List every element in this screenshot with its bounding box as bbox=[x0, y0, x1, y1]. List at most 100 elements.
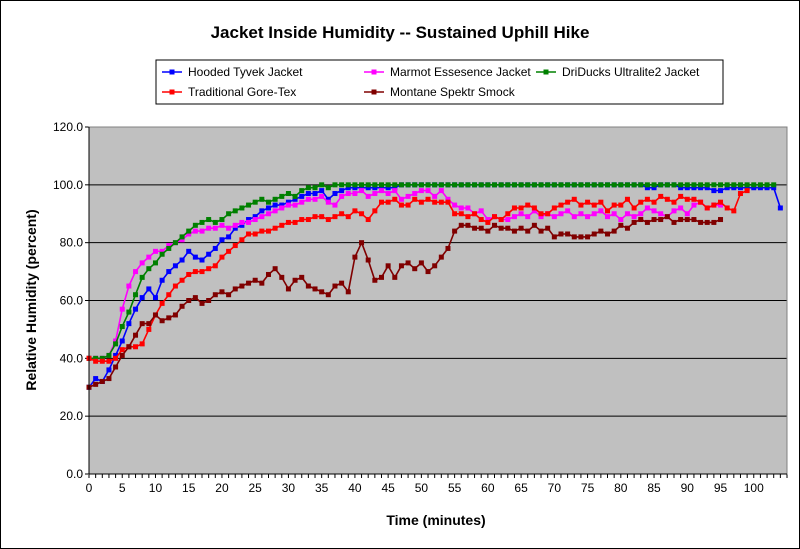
data-point bbox=[292, 202, 298, 208]
data-point bbox=[658, 211, 664, 217]
data-point bbox=[332, 191, 338, 197]
data-point bbox=[472, 182, 478, 188]
legend-label: Montane Spektr Smock bbox=[390, 85, 516, 99]
data-point bbox=[206, 251, 212, 257]
data-point bbox=[305, 196, 311, 202]
data-point bbox=[445, 199, 451, 205]
chart-title: Jacket Inside Humidity -- Sustained Uphi… bbox=[211, 23, 590, 42]
data-point bbox=[372, 182, 378, 188]
data-point bbox=[259, 280, 265, 286]
data-point bbox=[385, 199, 391, 205]
data-point bbox=[731, 185, 737, 191]
data-point bbox=[186, 228, 192, 234]
data-point bbox=[246, 231, 252, 237]
data-point bbox=[551, 205, 557, 211]
x-tick-label: 0 bbox=[86, 481, 93, 495]
data-point bbox=[206, 225, 212, 231]
data-point bbox=[585, 234, 591, 240]
data-point bbox=[744, 182, 750, 188]
data-point bbox=[478, 208, 484, 214]
data-point bbox=[611, 182, 617, 188]
data-point bbox=[511, 228, 517, 234]
data-point bbox=[465, 182, 471, 188]
data-point bbox=[219, 289, 225, 295]
data-point bbox=[638, 182, 644, 188]
data-point bbox=[186, 298, 192, 303]
x-tick-label: 40 bbox=[348, 481, 362, 495]
data-point bbox=[678, 185, 684, 191]
data-point bbox=[718, 199, 724, 205]
data-point bbox=[312, 196, 318, 202]
data-point bbox=[159, 248, 165, 254]
data-point bbox=[378, 188, 384, 194]
data-point bbox=[538, 182, 544, 188]
data-point bbox=[485, 228, 491, 234]
data-point bbox=[691, 196, 697, 202]
data-point bbox=[485, 182, 491, 188]
data-point bbox=[319, 188, 325, 194]
data-point bbox=[226, 292, 232, 298]
data-point bbox=[179, 303, 185, 309]
data-point bbox=[711, 219, 717, 225]
data-point bbox=[418, 182, 424, 188]
y-axis-title: Relative Humidity (percent) bbox=[23, 209, 39, 390]
data-point bbox=[485, 217, 491, 223]
x-tick-label: 90 bbox=[681, 481, 695, 495]
data-point bbox=[93, 355, 99, 361]
data-point bbox=[545, 225, 551, 231]
data-point bbox=[372, 208, 378, 214]
data-point bbox=[113, 355, 119, 361]
y-tick-label: 120.0 bbox=[53, 120, 83, 134]
x-tick-label: 60 bbox=[481, 481, 495, 495]
data-point bbox=[106, 376, 112, 382]
data-point bbox=[511, 214, 517, 220]
data-point bbox=[724, 205, 730, 211]
x-tick-label: 95 bbox=[714, 481, 728, 495]
data-point bbox=[631, 205, 637, 211]
data-point bbox=[186, 248, 192, 254]
legend-item: Montane Spektr Smock bbox=[364, 85, 516, 99]
data-point bbox=[511, 205, 517, 211]
data-point bbox=[93, 381, 99, 387]
data-point bbox=[605, 182, 611, 188]
data-point bbox=[465, 214, 471, 220]
data-point bbox=[651, 199, 657, 205]
data-point bbox=[259, 214, 265, 220]
data-point bbox=[718, 202, 724, 208]
data-point bbox=[252, 214, 258, 220]
data-point bbox=[458, 211, 464, 217]
data-point bbox=[585, 214, 591, 220]
data-point bbox=[179, 277, 185, 283]
data-point bbox=[232, 243, 238, 249]
data-point bbox=[525, 228, 531, 234]
data-point bbox=[113, 364, 119, 370]
legend: Hooded Tyvek Jacket Marmot Essesence Jack… bbox=[155, 59, 724, 105]
data-point bbox=[565, 208, 571, 214]
legend-marker bbox=[371, 69, 377, 75]
x-tick-label: 50 bbox=[415, 481, 429, 495]
data-point bbox=[285, 191, 291, 197]
data-point bbox=[624, 211, 630, 217]
data-point bbox=[505, 182, 511, 188]
x-tick-label: 65 bbox=[514, 481, 528, 495]
data-point bbox=[392, 274, 398, 280]
data-point bbox=[638, 217, 644, 223]
data-point bbox=[518, 225, 524, 231]
data-point bbox=[246, 219, 252, 225]
data-point bbox=[498, 225, 504, 231]
data-point bbox=[152, 248, 158, 254]
data-point bbox=[618, 202, 624, 208]
data-point bbox=[319, 289, 325, 295]
series-3 bbox=[86, 188, 750, 364]
data-point bbox=[265, 205, 271, 211]
data-point bbox=[711, 188, 717, 194]
y-tick-label: 40.0 bbox=[60, 351, 84, 365]
data-point bbox=[352, 182, 358, 188]
data-point bbox=[631, 219, 637, 225]
data-point bbox=[345, 289, 351, 295]
data-point bbox=[605, 214, 611, 220]
data-point bbox=[259, 208, 265, 214]
data-point bbox=[644, 182, 650, 188]
data-point bbox=[478, 217, 484, 223]
data-point bbox=[538, 228, 544, 234]
